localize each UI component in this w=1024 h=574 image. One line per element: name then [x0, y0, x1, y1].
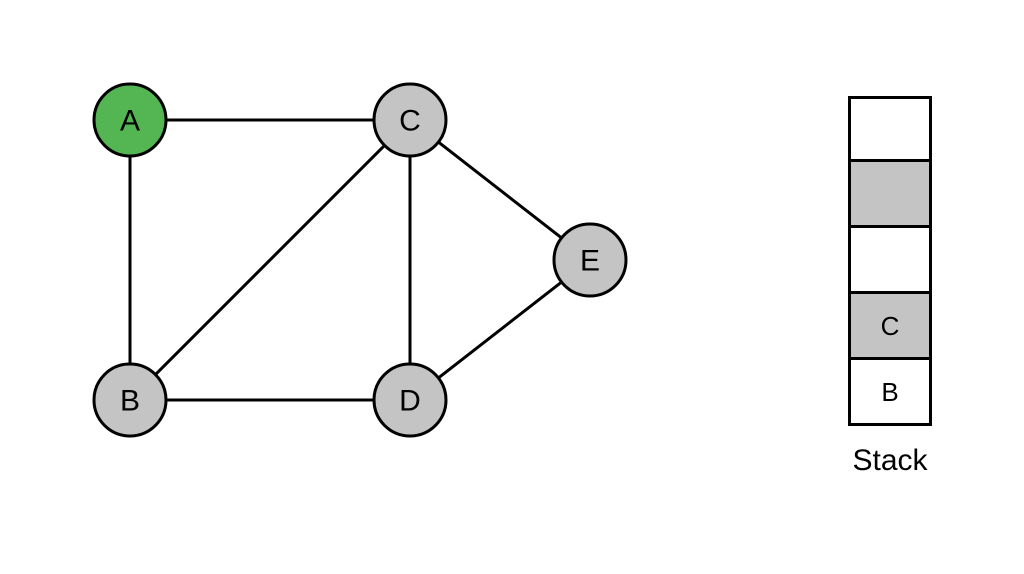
- stack-cell-1: [848, 162, 932, 228]
- node-label-E: E: [580, 245, 600, 278]
- node-label-B: B: [120, 385, 140, 418]
- node-D: D: [374, 364, 446, 436]
- node-E: E: [554, 224, 626, 296]
- stack-caption: Stack: [848, 444, 932, 478]
- stack-cell-4: B: [848, 360, 932, 426]
- diagram-canvas: ACEBD CB Stack: [0, 0, 1024, 574]
- stack-container: CB Stack: [848, 96, 932, 478]
- edge-D-E: [438, 282, 561, 378]
- node-label-D: D: [399, 385, 421, 418]
- stack-cell-3: C: [848, 294, 932, 360]
- edge-C-E: [438, 142, 561, 238]
- node-A: A: [94, 84, 166, 156]
- node-C: C: [374, 84, 446, 156]
- node-label-A: A: [120, 105, 140, 138]
- graph-svg: A C E B D: [0, 0, 720, 574]
- stack-cell-0: [848, 96, 932, 162]
- stack-cell-2: [848, 228, 932, 294]
- edge-C-B: [155, 145, 384, 374]
- node-label-C: C: [399, 105, 421, 138]
- node-B: B: [94, 364, 166, 436]
- stack-cells: CB: [848, 96, 932, 426]
